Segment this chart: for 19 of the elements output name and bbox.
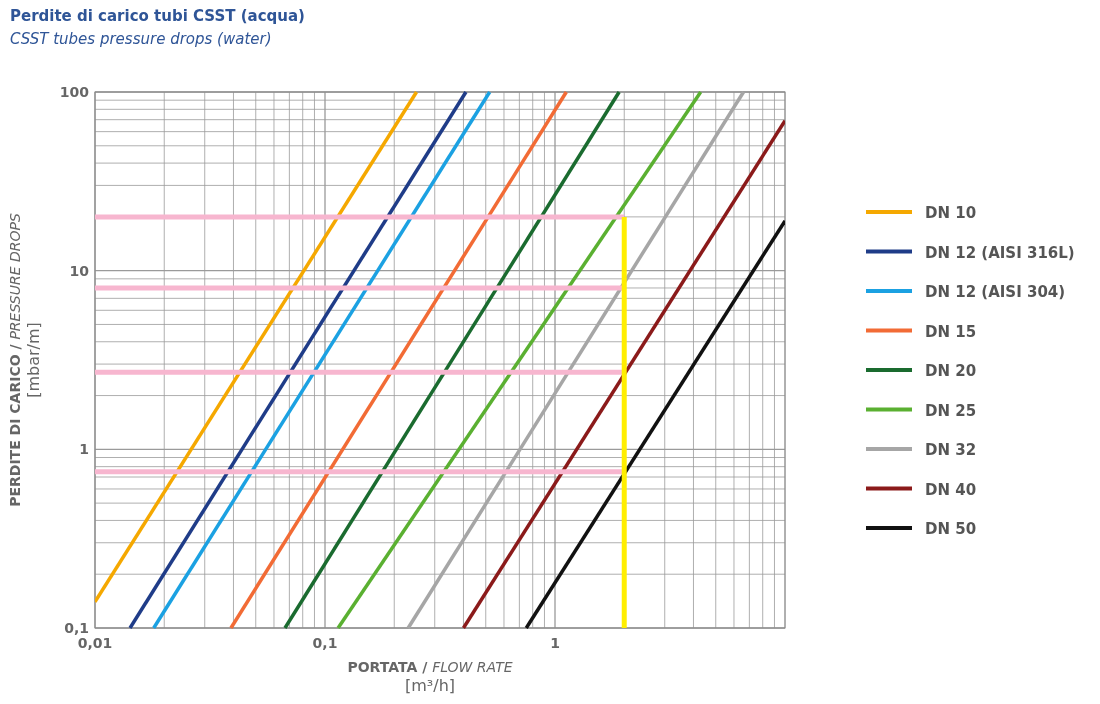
x-tick-label: 0,01 [77,635,113,651]
chart-subtitle: CSST tubes pressure drops (water) [10,30,272,48]
y-tick-label: 0,1 [64,620,89,636]
legend-label: DN 32 [925,441,977,459]
legend-label: DN 20 [925,362,977,380]
x-axis-title: PORTATA / FLOW RATE [m³/h] [347,659,513,695]
legend-label: DN 25 [925,401,977,420]
legend-label: DN 12 (AISI 304) [925,283,1066,301]
y-tick-label: 10 [69,262,90,279]
legend-label: DN 10 [925,204,977,222]
legend-label: DN 40 [925,480,977,499]
chart-title: Perdite di carico tubi CSST (acqua) [10,7,305,25]
y-tick-label: 100 [59,84,90,100]
legend-label: DN 15 [925,322,977,341]
x-tick-label: 1 [550,635,560,651]
legend-label: DN 50 [925,520,977,538]
x-tick-label: 0,1 [312,635,338,651]
legend-label: DN 12 (AISI 316L) [925,243,1075,262]
y-tick-label: 1 [79,441,89,458]
